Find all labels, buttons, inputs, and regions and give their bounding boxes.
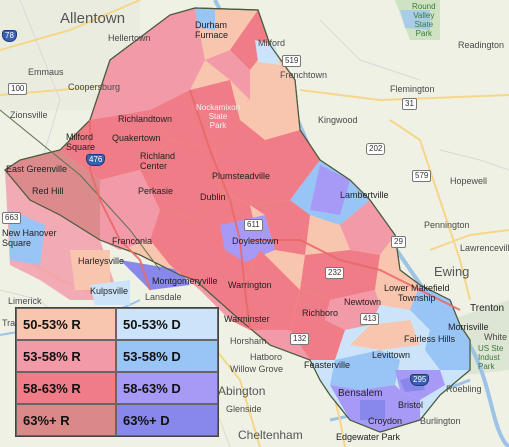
route-shield-100: 100 <box>8 83 28 95</box>
legend-d-58-63: 58-63% D <box>116 372 218 404</box>
place-label-quakertown: Quakertown <box>112 133 161 143</box>
place-label-lansdale: Lansdale <box>145 292 182 302</box>
place-label-richboro: Richboro <box>302 308 339 318</box>
place-label-feasterville: Feasterville <box>304 360 351 370</box>
place-label-perkasie: Perkasie <box>138 186 174 196</box>
place-label-edgewater-park: Edgewater Park <box>336 432 401 442</box>
place-label-hatboro: Hatboro <box>250 352 283 362</box>
place-label-nockamixon: Nockamixon State Park <box>196 103 241 130</box>
route-shield-476: 476 <box>86 154 106 166</box>
route-shield-611: 611 <box>244 219 263 231</box>
place-label-milford: Milford <box>258 38 286 48</box>
place-label-pennington: Pennington <box>424 220 470 230</box>
place-label-bensalem: Bensalem <box>338 388 383 399</box>
place-label-kingwood: Kingwood <box>318 115 358 125</box>
route-shield-413: 413 <box>360 313 380 325</box>
place-label-richlandtown: Richlandtown <box>118 114 173 124</box>
place-label-new-hanover-square: New Hanover Square <box>2 228 57 248</box>
place-label-us-steel: US Ste Indust Park <box>478 344 504 371</box>
place-label-lower-makefield: Lower Makefield Township <box>384 283 450 303</box>
place-label-lawrenceville: Lawrenceville <box>460 243 509 253</box>
route-shield-519: 519 <box>282 55 302 67</box>
place-label-readington: Readington <box>458 40 505 50</box>
place-label-richland-center: Richland Center <box>140 151 176 171</box>
route-shield-78: 78 <box>2 30 17 42</box>
route-shield-295: 295 <box>410 374 430 386</box>
place-label-warminster: Warminster <box>224 314 270 324</box>
place-label-limerick: Limerick <box>8 296 42 306</box>
place-label-kulpsville: Kulpsville <box>90 286 129 296</box>
legend-d-50-53: 50-53% D <box>116 308 218 340</box>
legend-d-63-plus: 63%+ D <box>116 404 218 436</box>
place-label-hopewell: Hopewell <box>450 176 488 186</box>
place-label-cheltenham: Cheltenham <box>238 428 303 442</box>
place-label-red-hill: Red Hill <box>32 186 64 196</box>
place-label-roebling: Roebling <box>446 384 482 394</box>
place-label-trenton: Trenton <box>470 303 505 314</box>
map-legend: 50-53% R 50-53% D 53-58% R 53-58% D 58-6… <box>15 307 219 437</box>
legend-r-63-plus: 63%+ R <box>16 404 116 436</box>
route-shield-579: 579 <box>412 170 432 182</box>
place-label-allentown: Allentown <box>60 10 126 27</box>
place-label-ewing: Ewing <box>434 264 470 279</box>
legend-d-53-58: 53-58% D <box>116 340 218 372</box>
place-label-trap: Trap <box>2 318 21 328</box>
place-label-glenside: Glenside <box>226 404 262 414</box>
place-label-warrington: Warrington <box>228 280 272 290</box>
route-shield-132: 132 <box>290 333 310 345</box>
place-label-white-h: White H <box>484 332 509 342</box>
place-label-franconia: Franconia <box>112 236 153 246</box>
legend-r-58-63: 58-63% R <box>16 372 116 404</box>
legend-r-50-53: 50-53% R <box>16 308 116 340</box>
route-shield-663: 663 <box>2 212 22 224</box>
route-shield-29: 29 <box>391 236 406 248</box>
place-label-montgomeryville: Montgomeryville <box>152 276 218 286</box>
place-label-burlington: Burlington <box>420 416 461 426</box>
place-label-lambertville: Lambertville <box>340 190 389 200</box>
place-label-fairless-hills: Fairless Hills <box>404 334 456 344</box>
place-label-newtown: Newtown <box>344 297 382 307</box>
place-label-croydon: Croydon <box>368 416 403 426</box>
place-label-flemington: Flemington <box>390 84 435 94</box>
place-label-plumsteadville: Plumsteadville <box>212 171 271 181</box>
place-label-emmaus: Emmaus <box>28 67 64 77</box>
place-label-doylestown: Doylestown <box>232 236 279 246</box>
place-label-east-greenville: East Greenville <box>6 164 68 174</box>
legend-r-53-58: 53-58% R <box>16 340 116 372</box>
place-label-bristol: Bristol <box>398 400 424 410</box>
place-label-zionsville: Zionsville <box>10 110 48 120</box>
place-label-willow-grove: Willow Grove <box>230 364 284 374</box>
place-label-coopersburg: Coopersburg <box>68 82 121 92</box>
place-label-round-valley: Round Valley State Park <box>412 2 436 38</box>
place-label-dublin: Dublin <box>200 192 226 202</box>
place-label-levittown: Levittown <box>372 350 411 360</box>
route-shield-202: 202 <box>366 143 386 155</box>
place-label-morrisville: Morrisville <box>448 322 489 332</box>
place-label-durham-furnace: Durham Furnace <box>195 20 229 40</box>
place-label-horsham: Horsham <box>230 336 267 346</box>
place-label-hellertown: Hellertown <box>108 33 151 43</box>
place-label-harleysville: Harleysville <box>78 256 125 266</box>
place-label-frenchtown: Frenchtown <box>280 70 328 80</box>
place-label-abington: Abington <box>218 384 266 398</box>
route-shield-232: 232 <box>325 267 345 279</box>
route-shield-31: 31 <box>402 98 417 110</box>
place-label-milford-square: Milford Square <box>66 132 96 152</box>
